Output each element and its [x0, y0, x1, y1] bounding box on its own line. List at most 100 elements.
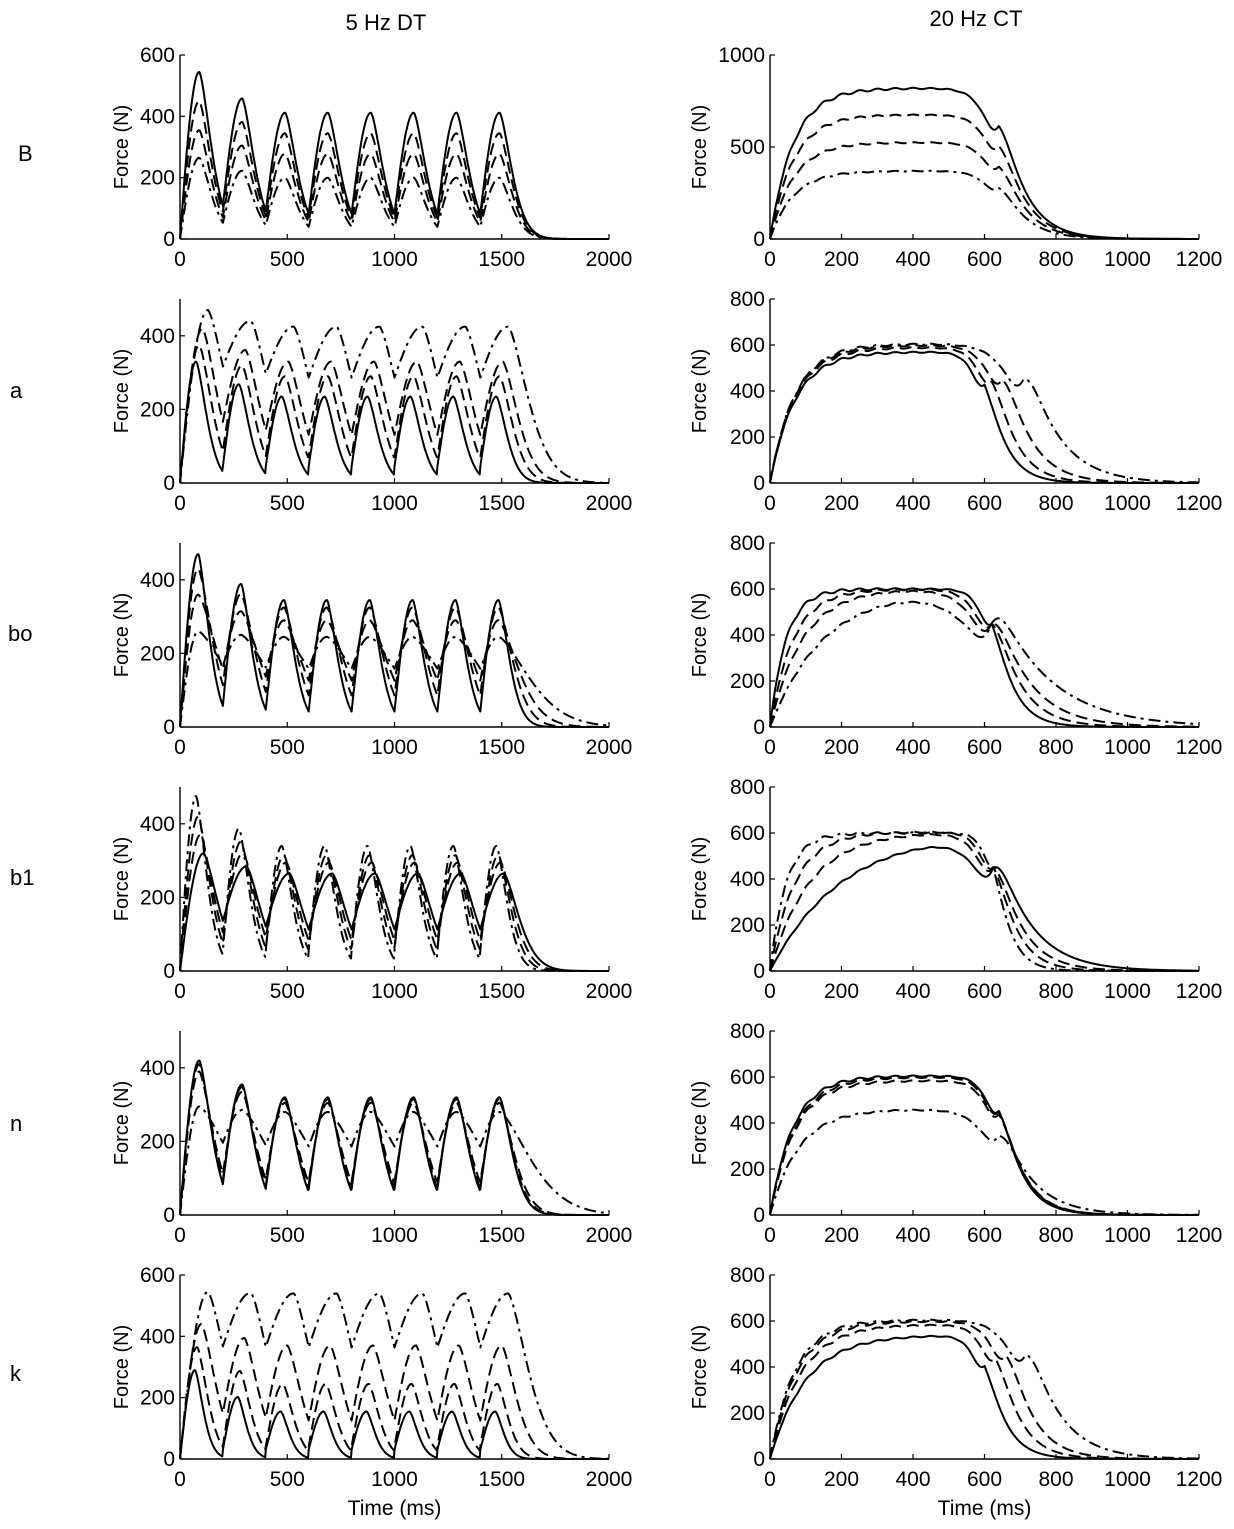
x-axis-label: Time (ms) — [938, 1497, 1032, 1520]
y-tick-label: 600 — [730, 822, 765, 845]
y-tick-label: 200 — [140, 886, 175, 909]
x-tick-label: 400 — [895, 980, 930, 1003]
y-tick-label: 200 — [140, 642, 175, 665]
y-tick-label: 0 — [163, 1204, 175, 1227]
panel-b1-20-hz-ct: 0 200 400 600 800 1000 1200 0 200 400 600 800 Force … — [689, 776, 1222, 1003]
series-line-3-dashed — [769, 830, 1200, 972]
x-tick-label: 1200 — [1176, 1468, 1223, 1491]
x-tick-label: 1000 — [371, 492, 418, 515]
x-tick-label: 400 — [895, 1224, 930, 1247]
y-tick-label: 400 — [730, 380, 765, 403]
x-tick-label: 400 — [895, 248, 930, 271]
y-tick-label: 800 — [730, 1264, 765, 1287]
y-tick-label: 0 — [163, 716, 175, 739]
series-line-4-dash-dot — [769, 169, 1200, 240]
x-tick-label: 800 — [1038, 736, 1073, 759]
x-tick-label: 400 — [895, 1468, 930, 1491]
series-line-2-dashed — [179, 1346, 610, 1460]
x-tick-label: 0 — [764, 1468, 776, 1491]
y-tick-label: 600 — [140, 1264, 175, 1287]
panel-b1-5-hz-dt: 0 500 1000 1500 2000 0 200 400 Force (N) — [111, 787, 632, 1003]
x-tick-label: 1500 — [478, 248, 525, 271]
x-tick-label: 600 — [967, 492, 1002, 515]
y-tick-label: 600 — [140, 44, 175, 67]
x-tick-label: 2000 — [586, 1224, 633, 1247]
y-tick-label: 800 — [730, 288, 765, 311]
x-tick-label: 600 — [967, 248, 1002, 271]
x-tick-label: 800 — [1038, 1224, 1073, 1247]
row-labels: B a bo b1 n k — [8, 141, 34, 1386]
series-line-1-solid — [769, 350, 1200, 484]
y-tick-label: 400 — [140, 569, 175, 592]
series-line-2-dashed — [769, 346, 1200, 484]
x-tick-label: 1000 — [1104, 248, 1151, 271]
y-axis-label: Force (N) — [111, 1325, 133, 1409]
y-tick-label: 200 — [730, 914, 765, 937]
y-tick-label: 200 — [140, 1387, 175, 1410]
series-line-3-dashed — [769, 343, 1200, 484]
x-tick-label: 1000 — [371, 1224, 418, 1247]
series-line-3-dashed — [179, 1323, 610, 1460]
y-axis-label: Force (N) — [111, 593, 133, 677]
x-tick-label: 500 — [270, 736, 305, 759]
series-line-1-solid — [769, 86, 1200, 240]
x-tick-label: 500 — [270, 980, 305, 1003]
x-tick-label: 200 — [824, 980, 859, 1003]
y-tick-label: 500 — [730, 136, 765, 159]
column-title-left: 5 Hz DT — [346, 10, 427, 35]
series-line-1-solid — [179, 553, 610, 728]
x-tick-label: 1200 — [1176, 736, 1223, 759]
y-tick-label: 200 — [730, 670, 765, 693]
series-line-4-dash-dot — [179, 309, 610, 484]
series-line-1-solid — [179, 1059, 610, 1216]
panel-a-20-hz-ct: 0 200 400 600 800 1000 1200 0 200 400 600 800 Force … — [689, 288, 1222, 515]
x-tick-label: 600 — [967, 1468, 1002, 1491]
series-line-2-dashed — [769, 1075, 1200, 1216]
x-tick-label: 0 — [174, 1468, 186, 1491]
x-tick-label: 1000 — [371, 736, 418, 759]
series-line-4-dash-dot — [769, 1108, 1200, 1216]
y-tick-label: 400 — [140, 813, 175, 836]
y-axis-label: Force (N) — [689, 837, 711, 921]
x-tick-label: 2000 — [586, 736, 633, 759]
y-tick-label: 0 — [753, 716, 765, 739]
x-tick-label: 400 — [895, 492, 930, 515]
y-tick-label: 800 — [730, 532, 765, 555]
panel-k-20-hz-ct: 0 200 400 600 800 1000 1200 0 200 400 600 800 Force … — [689, 1264, 1222, 1520]
y-tick-label: 0 — [163, 1448, 175, 1471]
series-line-2-dashed — [179, 833, 610, 972]
x-tick-label: 0 — [764, 1224, 776, 1247]
series-line-3-dashed — [179, 1070, 610, 1216]
x-tick-label: 0 — [764, 492, 776, 515]
series-line-2-dashed — [179, 344, 610, 484]
y-axis-label: Force (N) — [689, 1325, 711, 1409]
series-line-3-dashed — [179, 129, 610, 240]
panel-a-5-hz-dt: 0 500 1000 1500 2000 0 200 400 Force (N) — [111, 299, 632, 515]
x-tick-label: 1500 — [478, 1468, 525, 1491]
y-tick-label: 800 — [730, 776, 765, 799]
y-tick-label: 0 — [753, 472, 765, 495]
x-tick-label: 2000 — [586, 492, 633, 515]
y-tick-label: 0 — [163, 228, 175, 251]
y-tick-label: 600 — [730, 578, 765, 601]
y-tick-label: 800 — [730, 1020, 765, 1043]
series-line-2-dashed — [179, 1063, 610, 1216]
column-title-right: 20 Hz CT — [930, 6, 1023, 31]
series-line-3-dashed — [769, 141, 1200, 240]
row-label-k: k — [10, 1361, 22, 1386]
panel-bo-20-hz-ct: 0 200 400 600 800 1000 1200 0 200 400 600 800 Force … — [689, 532, 1222, 759]
x-tick-label: 200 — [824, 736, 859, 759]
y-tick-label: 400 — [140, 325, 175, 348]
panel-b-5-hz-dt: 0 500 1000 1500 2000 0 200 400 600 Force (N) — [111, 44, 632, 271]
x-tick-label: 200 — [824, 492, 859, 515]
series-line-1-solid — [769, 1074, 1200, 1216]
x-tick-label: 800 — [1038, 492, 1073, 515]
panel-k-5-hz-dt: 0 500 1000 1500 2000 0 200 400 600 Force (N) Time … — [111, 1264, 632, 1520]
y-axis-label: Force (N) — [689, 349, 711, 433]
y-axis-label: Force (N) — [111, 105, 133, 189]
series-line-1-solid — [769, 587, 1200, 728]
panel-b-20-hz-ct: 0 200 400 600 800 1000 1200 0 500 1000 Force (N) — [689, 44, 1222, 271]
y-tick-label: 0 — [753, 1204, 765, 1227]
